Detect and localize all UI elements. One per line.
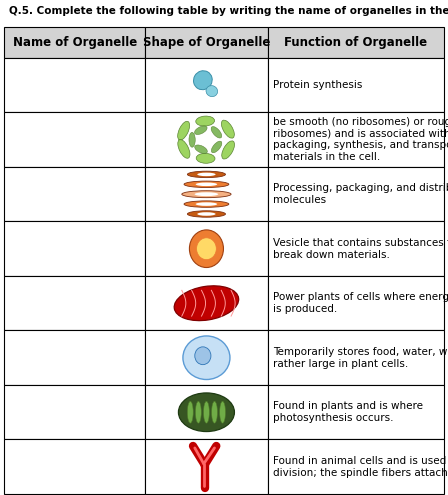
Ellipse shape (197, 173, 215, 176)
Ellipse shape (184, 201, 229, 207)
Bar (268, 112, 444, 167)
Ellipse shape (178, 121, 190, 140)
Bar (4, 331, 145, 385)
Bar (268, 58, 444, 112)
Ellipse shape (197, 212, 215, 216)
Ellipse shape (211, 127, 222, 138)
Circle shape (197, 238, 216, 259)
Text: Processing, packaging, and distribution of
molecules: Processing, packaging, and distribution … (273, 183, 448, 205)
Ellipse shape (196, 202, 217, 206)
Bar (145, 112, 268, 167)
Bar (4, 221, 145, 276)
Text: be smooth (no ribosomes) or rough (with
ribosomes) and is associated with
packag: be smooth (no ribosomes) or rough (with … (273, 117, 448, 162)
Ellipse shape (183, 336, 230, 380)
Text: Shape of Organelle: Shape of Organelle (143, 36, 270, 49)
Text: Vesicle that contains substances that
break down materials.: Vesicle that contains substances that br… (273, 238, 448, 259)
Bar (268, 27, 444, 58)
Ellipse shape (196, 116, 215, 126)
Bar (145, 221, 268, 276)
Ellipse shape (196, 183, 217, 186)
Bar (145, 440, 268, 494)
Bar (268, 221, 444, 276)
Text: Power plants of cells where energy (ATP)
is produced.: Power plants of cells where energy (ATP)… (273, 293, 448, 314)
Ellipse shape (206, 86, 218, 97)
Bar (268, 440, 444, 494)
Ellipse shape (174, 286, 239, 321)
Text: Found in plants and is where
photosynthesis occurs.: Found in plants and is where photosynthe… (273, 401, 423, 423)
Bar (145, 58, 268, 112)
Bar (145, 385, 268, 440)
Ellipse shape (194, 192, 218, 196)
Ellipse shape (221, 120, 234, 138)
Ellipse shape (195, 401, 201, 423)
Ellipse shape (195, 145, 207, 153)
Text: Name of Organelle: Name of Organelle (13, 36, 137, 49)
Ellipse shape (194, 126, 207, 135)
Bar (4, 27, 145, 58)
Ellipse shape (211, 401, 217, 423)
Ellipse shape (187, 211, 225, 217)
Ellipse shape (187, 401, 193, 423)
Bar (268, 385, 444, 440)
Ellipse shape (222, 141, 234, 159)
Text: Function of Organelle: Function of Organelle (284, 36, 427, 49)
Ellipse shape (211, 141, 222, 153)
Bar (4, 58, 145, 112)
Text: Protein synthesis: Protein synthesis (273, 80, 362, 90)
Bar (268, 276, 444, 331)
Ellipse shape (194, 71, 212, 90)
Text: Temporarily stores food, water, waste;
rather large in plant cells.: Temporarily stores food, water, waste; r… (273, 347, 448, 369)
Circle shape (195, 347, 211, 365)
Ellipse shape (203, 401, 209, 423)
Bar (268, 331, 444, 385)
Bar (145, 27, 268, 58)
Bar (145, 276, 268, 331)
Bar (4, 112, 145, 167)
Ellipse shape (187, 171, 225, 178)
Bar (4, 385, 145, 440)
Text: Q.5. Complete the following table by writing the name of organelles in the blank: Q.5. Complete the following table by wri… (9, 6, 448, 16)
Bar (4, 276, 145, 331)
Text: Found in animal cells and is used in cell
division; the spindle fibers attach to: Found in animal cells and is used in cel… (273, 456, 448, 478)
Ellipse shape (220, 401, 225, 423)
Bar (145, 331, 268, 385)
Bar (268, 167, 444, 221)
Ellipse shape (184, 181, 229, 188)
Ellipse shape (182, 191, 231, 198)
Ellipse shape (196, 153, 215, 163)
Bar (4, 167, 145, 221)
Bar (4, 440, 145, 494)
Bar (145, 167, 268, 221)
Ellipse shape (178, 393, 234, 432)
Ellipse shape (189, 132, 195, 147)
Circle shape (190, 230, 224, 267)
Ellipse shape (178, 140, 190, 158)
